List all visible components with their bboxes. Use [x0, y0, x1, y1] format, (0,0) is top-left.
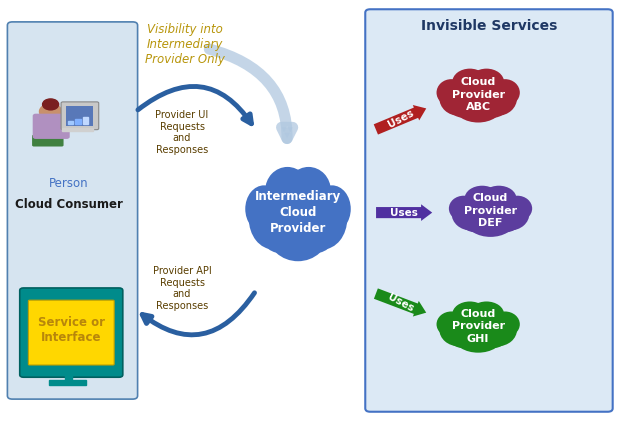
- Text: Uses: Uses: [390, 208, 418, 218]
- FancyBboxPatch shape: [7, 22, 138, 399]
- Text: Intermediary
Cloud
Provider: Intermediary Cloud Provider: [255, 190, 341, 235]
- Ellipse shape: [448, 304, 508, 348]
- Ellipse shape: [478, 80, 517, 116]
- FancyBboxPatch shape: [32, 135, 64, 147]
- Text: Cloud Consumer: Cloud Consumer: [15, 198, 123, 211]
- Ellipse shape: [245, 185, 283, 232]
- Ellipse shape: [454, 322, 502, 353]
- Text: Cloud
Provider
DEF: Cloud Provider DEF: [464, 193, 517, 228]
- Ellipse shape: [286, 167, 331, 214]
- FancyBboxPatch shape: [365, 9, 613, 412]
- FancyArrowPatch shape: [138, 86, 252, 124]
- Ellipse shape: [268, 205, 328, 261]
- Ellipse shape: [439, 313, 478, 346]
- Bar: [83, 117, 88, 124]
- Ellipse shape: [481, 186, 516, 211]
- Text: Invisible Services: Invisible Services: [421, 19, 558, 33]
- FancyArrowPatch shape: [374, 105, 426, 135]
- Ellipse shape: [469, 301, 504, 327]
- Bar: [75, 119, 81, 124]
- Ellipse shape: [474, 320, 510, 348]
- Text: Provider API
Requests
and
Responses: Provider API Requests and Responses: [152, 266, 212, 311]
- FancyArrowPatch shape: [142, 293, 254, 335]
- Ellipse shape: [313, 185, 350, 232]
- Text: Cloud
Provider
GHI: Cloud Provider GHI: [452, 309, 505, 344]
- Ellipse shape: [452, 197, 491, 231]
- Ellipse shape: [474, 88, 510, 118]
- Ellipse shape: [258, 202, 303, 253]
- Text: Uses: Uses: [386, 108, 416, 130]
- Text: Person: Person: [49, 177, 89, 190]
- Ellipse shape: [298, 187, 347, 249]
- Ellipse shape: [491, 197, 529, 231]
- Ellipse shape: [490, 312, 520, 337]
- Ellipse shape: [452, 301, 487, 327]
- Text: Uses: Uses: [386, 292, 416, 314]
- Ellipse shape: [448, 72, 508, 118]
- Ellipse shape: [459, 205, 494, 232]
- Ellipse shape: [460, 189, 521, 232]
- FancyBboxPatch shape: [33, 114, 70, 139]
- Text: Visibility into
Intermediary
Provider Only: Visibility into Intermediary Provider On…: [145, 23, 225, 66]
- Ellipse shape: [469, 69, 504, 96]
- FancyArrowPatch shape: [376, 204, 432, 221]
- FancyBboxPatch shape: [20, 288, 123, 377]
- Text: Cloud
Provider
ABC: Cloud Provider ABC: [452, 77, 505, 112]
- Ellipse shape: [293, 202, 338, 253]
- Text: Service or
Interface: Service or Interface: [38, 317, 105, 344]
- Ellipse shape: [439, 80, 478, 116]
- Ellipse shape: [502, 196, 532, 221]
- FancyArrowPatch shape: [209, 49, 292, 139]
- Ellipse shape: [260, 172, 336, 253]
- FancyBboxPatch shape: [28, 300, 114, 365]
- Ellipse shape: [466, 206, 515, 237]
- Ellipse shape: [265, 167, 310, 214]
- FancyBboxPatch shape: [66, 106, 93, 126]
- Ellipse shape: [437, 79, 466, 106]
- Ellipse shape: [490, 79, 520, 106]
- Text: Provider UI
Requests
and
Responses: Provider UI Requests and Responses: [155, 110, 209, 155]
- Ellipse shape: [454, 91, 502, 123]
- Bar: [68, 121, 73, 124]
- FancyBboxPatch shape: [61, 102, 99, 130]
- Bar: [49, 380, 86, 385]
- Bar: [65, 373, 72, 381]
- FancyArrowPatch shape: [374, 288, 426, 317]
- Circle shape: [39, 104, 62, 119]
- Ellipse shape: [447, 320, 482, 348]
- Ellipse shape: [487, 205, 522, 232]
- Ellipse shape: [465, 186, 500, 211]
- Circle shape: [43, 99, 59, 110]
- Bar: [62, 128, 93, 131]
- Ellipse shape: [478, 313, 517, 346]
- Ellipse shape: [452, 69, 487, 96]
- Ellipse shape: [437, 312, 466, 337]
- Ellipse shape: [447, 88, 482, 118]
- Ellipse shape: [249, 187, 298, 249]
- Ellipse shape: [449, 196, 479, 221]
